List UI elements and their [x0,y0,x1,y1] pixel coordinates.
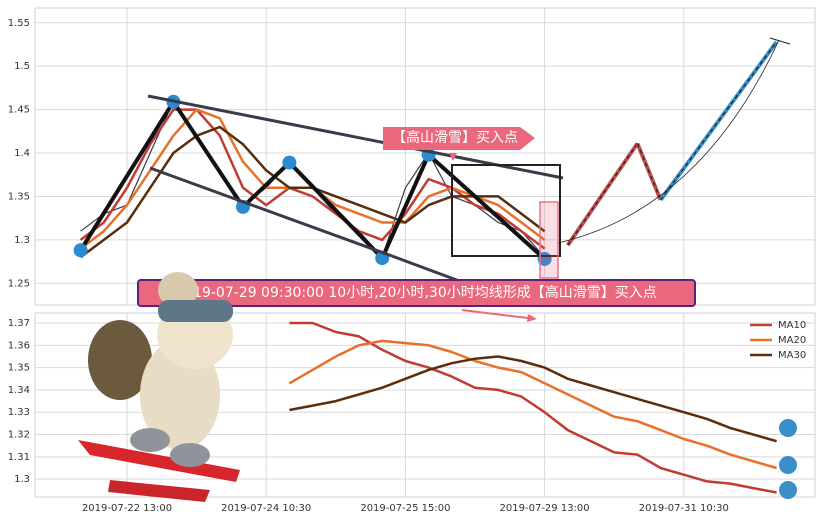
figure [779,419,797,437]
x-tick-label: 2019-07-29 13:00 [500,503,590,514]
signal-box-label [137,279,696,307]
y-tick-label: 1.55 [8,18,30,29]
y-tick-label: 1.25 [8,278,30,289]
ski [108,480,210,502]
arrow [461,309,529,319]
y-tick-label: 1.3 [14,474,30,485]
figure [779,481,797,499]
y-tick-label: 1.37 [8,318,30,329]
annotation-box [383,127,535,150]
projection-curve [557,39,780,244]
series-line [289,355,777,443]
pattern-segment [241,160,292,209]
pivot-marker [73,243,88,258]
y-tick-label: 1.5 [14,61,30,72]
signal-box [539,201,559,279]
y-tick-label: 1.3 [14,235,30,246]
x-tick-label: 2019-07-24 10:30 [221,503,311,514]
goggles [158,300,233,322]
legend-label: MA20 [778,335,806,346]
legend-label: MA30 [778,350,806,361]
pattern-segment [380,152,431,261]
y-tick-label: 1.31 [8,452,30,463]
boot [170,443,210,467]
end-tick [769,37,791,45]
pivot-marker [282,155,297,170]
trend-line [391,254,463,284]
series-line [79,108,546,250]
y-tick-label: 1.33 [8,407,30,418]
x-tick-label: 2019-07-25 15:00 [360,503,450,514]
ski [78,440,240,482]
projection-dash [636,143,662,201]
backpack [88,320,152,400]
legend-label: MA10 [778,320,806,331]
annotation-pointer [449,153,457,161]
pattern-segment [287,160,385,261]
pattern-segment [171,99,245,209]
y-tick-label: 1.35 [8,363,30,374]
signal-text: 2019-07-29 09:30:00 10小时,20小时,30小时均线形成【高… [175,284,656,301]
mascot [78,272,240,502]
y-tick-label: 1.4 [14,148,30,159]
boot [130,428,170,452]
hat [158,272,198,308]
y-tick-label: 1.45 [8,105,30,116]
y-tick-label: 1.36 [8,340,30,351]
trend-line [149,166,393,258]
pattern-box [451,164,561,257]
projection-segment [566,142,640,247]
annotation-text: 【高山滑雪】买入点 [392,129,518,146]
arrow-head [527,314,537,322]
projection-dash [660,41,778,201]
x-tick-label: 2019-07-31 10:30 [639,503,729,514]
y-tick-label: 1.34 [8,385,30,396]
y-tick-label: 1.35 [8,191,30,202]
overlays: 【高山滑雪】买入点 2019-07-29 09:30:00 10小时,20小时,… [137,37,791,322]
series-line [288,339,777,470]
x-tick-label: 2019-07-22 13:00 [82,503,172,514]
y-tick-label: 1.32 [8,430,30,441]
mini-figures [779,419,797,499]
pattern-segment [426,152,547,261]
figure [779,456,797,474]
pattern-segment [78,99,176,253]
